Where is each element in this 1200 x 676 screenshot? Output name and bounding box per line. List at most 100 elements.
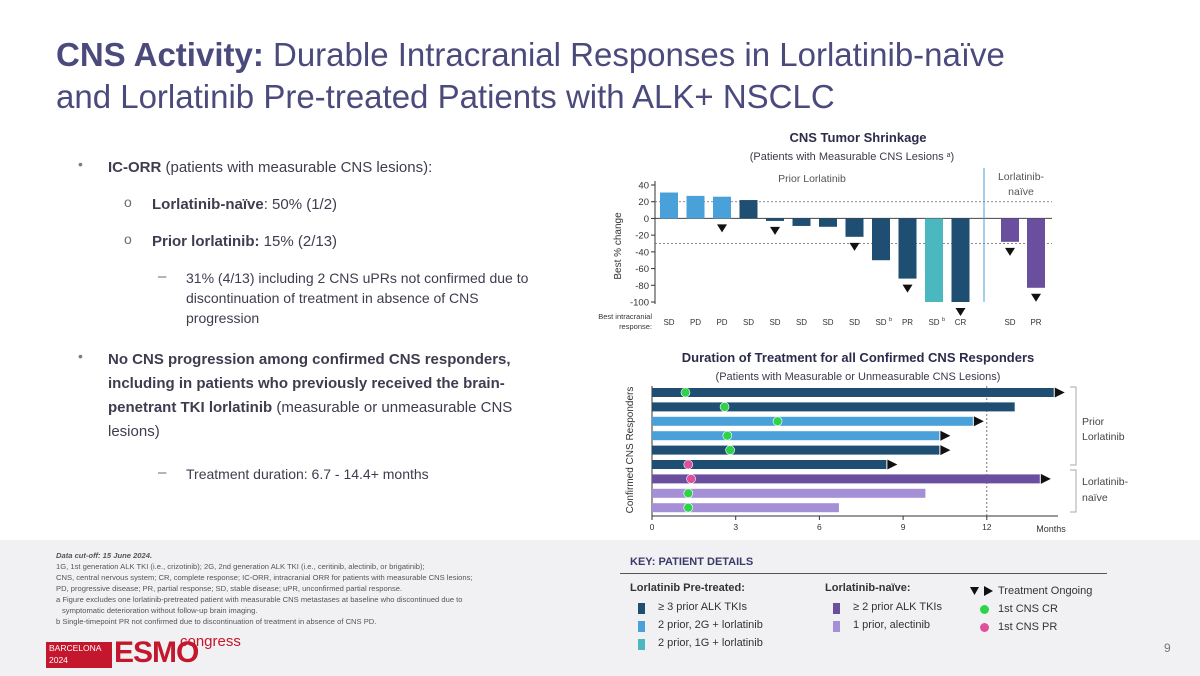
swim-bar <box>652 474 1040 484</box>
y-tick-label: -40 <box>635 247 649 258</box>
sub-bullet-prior-bold: Prior lorlatinib: <box>152 233 260 250</box>
ongoing-marker <box>1031 293 1041 302</box>
bar <box>792 218 811 226</box>
bullet-no-progression: • No CNS progression among confirmed CNS… <box>78 348 548 444</box>
sub-bullet-prior-text: 15% (2/13) <box>259 233 338 250</box>
bullet-no-progression-text: (measurable or unmeasurable CNS lesions) <box>108 399 513 440</box>
key-naive: Lorlatinib-naïve: ≥ 2 prior ALK TKIs 1 p… <box>825 582 942 636</box>
ongoing-marker <box>849 242 860 251</box>
sub-bullet-naive: o Lorlatinib-naïve: 50% (1/2) <box>124 194 337 216</box>
swim-ongoing-marker <box>973 416 984 427</box>
response-label: SD <box>875 318 886 327</box>
duration-title: Duration of Treatment for all Confirmed … <box>682 350 1035 365</box>
response-label: SD <box>743 318 754 327</box>
footnote-line: CNS, central nervous system; CR, complet… <box>56 573 473 582</box>
y-tick-label: -80 <box>635 281 649 292</box>
key-pr: 1st CNS PR <box>970 620 1092 638</box>
bracket-prior <box>1070 386 1077 466</box>
footnote-line: a Figure excludes one lorlatinib-pretrea… <box>56 595 463 604</box>
swim-cr-dot <box>772 416 783 427</box>
ongoing-marker <box>770 226 780 235</box>
response-label: SD <box>822 318 833 327</box>
key-cr: 1st CNS CR <box>970 602 1092 620</box>
swim-bar <box>652 503 839 513</box>
slide-title: CNS Activity: Durable Intracranial Respo… <box>56 34 1156 118</box>
key-item: 1 prior, alectinib <box>825 618 942 636</box>
y-tick-label: -100 <box>630 298 649 309</box>
response-label-sup: b <box>889 317 892 323</box>
key-panel: KEY: PATIENT DETAILS Lorlatinib Pre-trea… <box>620 556 1110 656</box>
swim-ongoing-marker <box>887 459 898 470</box>
key-cr-label: 1st CNS CR <box>998 603 1058 615</box>
bullet-marker: • <box>78 348 83 364</box>
bullet-ic-orr-bold: IC-ORR <box>108 159 162 176</box>
key-pre-treated: Lorlatinib Pre-treated: ≥ 3 prior ALK TK… <box>630 582 763 654</box>
bar <box>951 218 970 302</box>
bar <box>925 218 943 302</box>
group-label-prior: Prior Lorlatinib <box>778 173 846 185</box>
key-item: 2 prior, 1G + lorlatinib <box>630 636 763 654</box>
group-label-naive-2: naïve <box>1008 186 1034 198</box>
bullet-ic-orr-text: (patients with measurable CNS lesions): <box>161 159 433 176</box>
bar <box>845 218 864 237</box>
key-item: ≥ 2 prior ALK TKIs <box>825 600 942 618</box>
response-label: PR <box>1030 318 1041 327</box>
sub-bullet-prior: o Prior lorlatinib: 15% (2/13) <box>124 231 337 253</box>
key-ongoing: Treatment Ongoing <box>970 584 1092 602</box>
group-label-naive-1: Lorlatinib- <box>998 171 1045 183</box>
swim-x-tick-label: 0 <box>650 522 655 532</box>
footnote-cutoff: Data cut-off: 15 June 2024. <box>56 551 153 560</box>
swim-cr-dot <box>683 488 694 499</box>
sub-bullet-naive-bold: Lorlatinib-naïve <box>152 196 264 213</box>
bar <box>739 200 758 219</box>
swim-bar <box>652 445 940 455</box>
sub-bullet-naive-text: : 50% (1/2) <box>263 196 338 213</box>
footnote-line: 1G, 1st generation ALK TKI (i.e., crizot… <box>56 562 425 571</box>
bar <box>686 195 705 219</box>
key-pr-label: 1st CNS PR <box>998 621 1058 633</box>
bar <box>898 218 917 279</box>
ongoing-marker <box>902 284 913 293</box>
response-label: SD <box>849 318 860 327</box>
charts-canvas: CNS Tumor Shrinkage (Patients with Measu… <box>598 130 1128 534</box>
duration-ylabel: Confirmed CNS Responders <box>625 387 636 514</box>
bullet-marker: • <box>78 156 83 172</box>
key-item-label: 2 prior, 1G + lorlatinib <box>658 637 763 649</box>
title-line2: and Lorlatinib Pre-treated Patients with… <box>56 78 835 115</box>
key-item-label: 1 prior, alectinib <box>853 619 931 631</box>
sub-marker: o <box>124 231 132 247</box>
dash-marker: – <box>158 464 167 481</box>
key-ongoing-label: Treatment Ongoing <box>998 585 1093 597</box>
swim-bar <box>652 460 887 469</box>
cr-dot-icon <box>980 605 989 614</box>
swim-x-tick-label: 3 <box>733 522 738 532</box>
response-label: SD <box>769 318 780 327</box>
footer-band <box>0 540 1200 676</box>
bullet-no-progression-bold: No CNS progression among confirmed CNS r… <box>108 351 511 416</box>
bar <box>872 218 890 261</box>
pr-dot-icon <box>980 623 989 632</box>
bar <box>713 196 731 219</box>
key-heading: KEY: PATIENT DETAILS <box>630 556 754 568</box>
dash-bullet-upr: – 31% (4/13) including 2 CNS uPRs not co… <box>158 268 548 328</box>
bracket-label-prior-2: Lorlatinib <box>1082 431 1125 443</box>
bracket-naive <box>1070 469 1077 513</box>
key-item-label: 2 prior, 2G + lorlatinib <box>658 619 763 631</box>
ongoing-triangles-icon <box>970 586 993 596</box>
dash-bullet-duration-text: Treatment duration: 6.7 - 14.4+ months <box>186 466 429 482</box>
sub-marker: o <box>124 194 132 210</box>
response-label: SD <box>663 318 674 327</box>
swim-pr-dot <box>686 474 696 484</box>
key-pre-heading: Lorlatinib Pre-treated: <box>630 582 745 594</box>
swatch-lilac <box>833 621 840 632</box>
swatch-navy <box>638 603 645 614</box>
esmo-logo: ESMO <box>114 636 199 669</box>
swim-ongoing-marker <box>1054 387 1065 398</box>
y-tick-label: 20 <box>638 197 649 208</box>
dash-marker: – <box>158 268 167 285</box>
title-bold: CNS Activity: <box>56 36 264 73</box>
swim-ongoing-marker <box>940 445 951 456</box>
swim-bar <box>652 488 926 498</box>
response-label: PR <box>902 318 913 327</box>
bar <box>819 218 837 227</box>
